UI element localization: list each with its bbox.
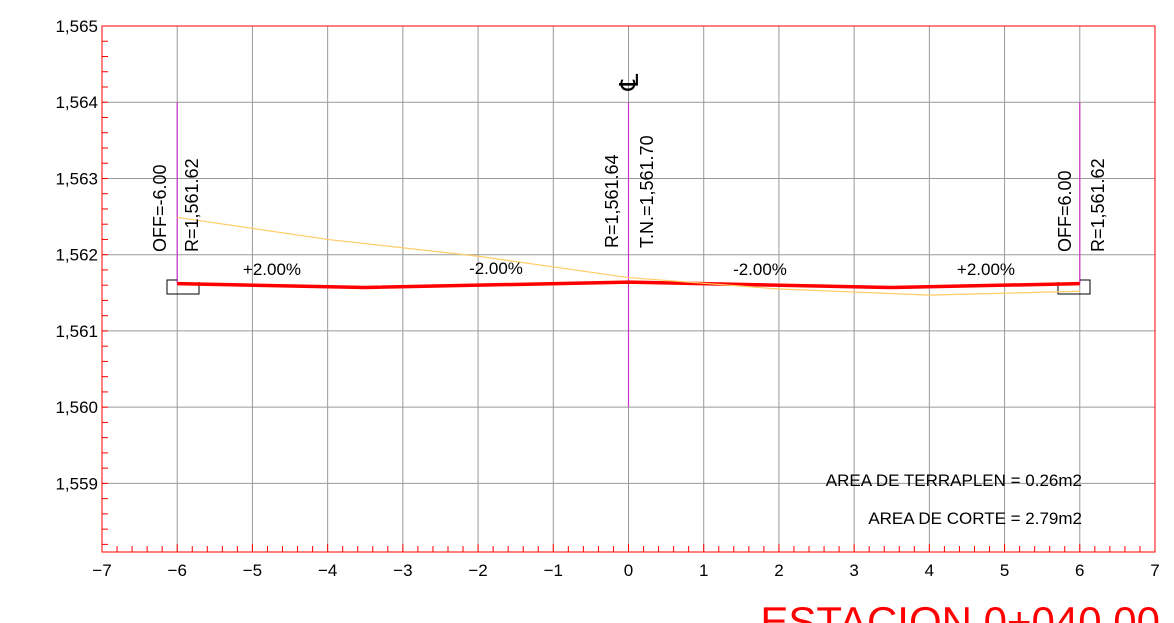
x-tick-label: −3 — [393, 561, 412, 580]
y-tick-label: 1,562 — [55, 246, 98, 265]
y-tick-label: 1,564 — [55, 93, 98, 112]
plot-frame — [101, 25, 1156, 553]
fill-area-label: AREA DE TERRAPLEN = 0.26m2 — [826, 471, 1082, 490]
left-rasante-label: R=1,561.62 — [182, 158, 202, 252]
left-offset-label: OFF=-6.00 — [150, 164, 170, 252]
x-tick-label: −4 — [318, 561, 337, 580]
x-tick-labels: −7 −6 −5 −4 −3 −2 −1 0 1 2 3 4 5 6 7 — [92, 561, 1159, 580]
x-tick-label: 0 — [624, 561, 633, 580]
center-rasante-label: R=1,561.64 — [602, 154, 622, 248]
right-rasante-label: R=1,561.62 — [1088, 158, 1108, 252]
y-tick-labels: 1,559 1,560 1,561 1,562 1,563 1,564 1,565 — [55, 17, 98, 493]
x-minor-ticks — [101, 25, 1156, 552]
right-curb-symbol — [1057, 279, 1091, 295]
centerline-symbol: ℄ — [614, 73, 644, 91]
x-tick-label: −6 — [168, 561, 187, 580]
slope-label: -2.00% — [469, 259, 523, 278]
slope-label: -2.00% — [733, 260, 787, 279]
chart-title: ESTACION 0+040.00 — [760, 598, 1160, 623]
series-lines — [177, 216, 1080, 296]
x-tick-label: 2 — [774, 561, 783, 580]
y-tick-label: 1,561 — [55, 322, 98, 341]
x-tick-label: 3 — [849, 561, 858, 580]
natural-terrain-line — [177, 216, 1080, 296]
vertical-markers — [176, 102, 1081, 408]
x-tick-label: 1 — [699, 561, 708, 580]
x-tick-label: −7 — [92, 561, 111, 580]
x-tick-label: 4 — [925, 561, 934, 580]
left-curb-symbol — [166, 279, 200, 295]
x-tick-label: −5 — [243, 561, 262, 580]
cut-area-label: AREA DE CORTE = 2.79m2 — [868, 509, 1082, 528]
y-tick-label: 1,560 — [55, 398, 98, 417]
x-tick-label: −1 — [544, 561, 563, 580]
slope-label: +2.00% — [243, 260, 301, 279]
y-tick-label: 1,563 — [55, 169, 98, 188]
x-tick-label: 5 — [1000, 561, 1009, 580]
x-tick-label: −2 — [468, 561, 487, 580]
right-offset-label: OFF=6.00 — [1055, 170, 1075, 252]
y-tick-label: 1,559 — [55, 474, 98, 493]
design-surface-line — [177, 280, 1080, 290]
x-tick-label: 7 — [1150, 561, 1159, 580]
center-terrain-label: T.N.=1,561.70 — [637, 135, 657, 248]
y-tick-label: 1,565 — [55, 17, 98, 36]
x-tick-label: 6 — [1075, 561, 1084, 580]
slope-label: +2.00% — [957, 260, 1015, 279]
